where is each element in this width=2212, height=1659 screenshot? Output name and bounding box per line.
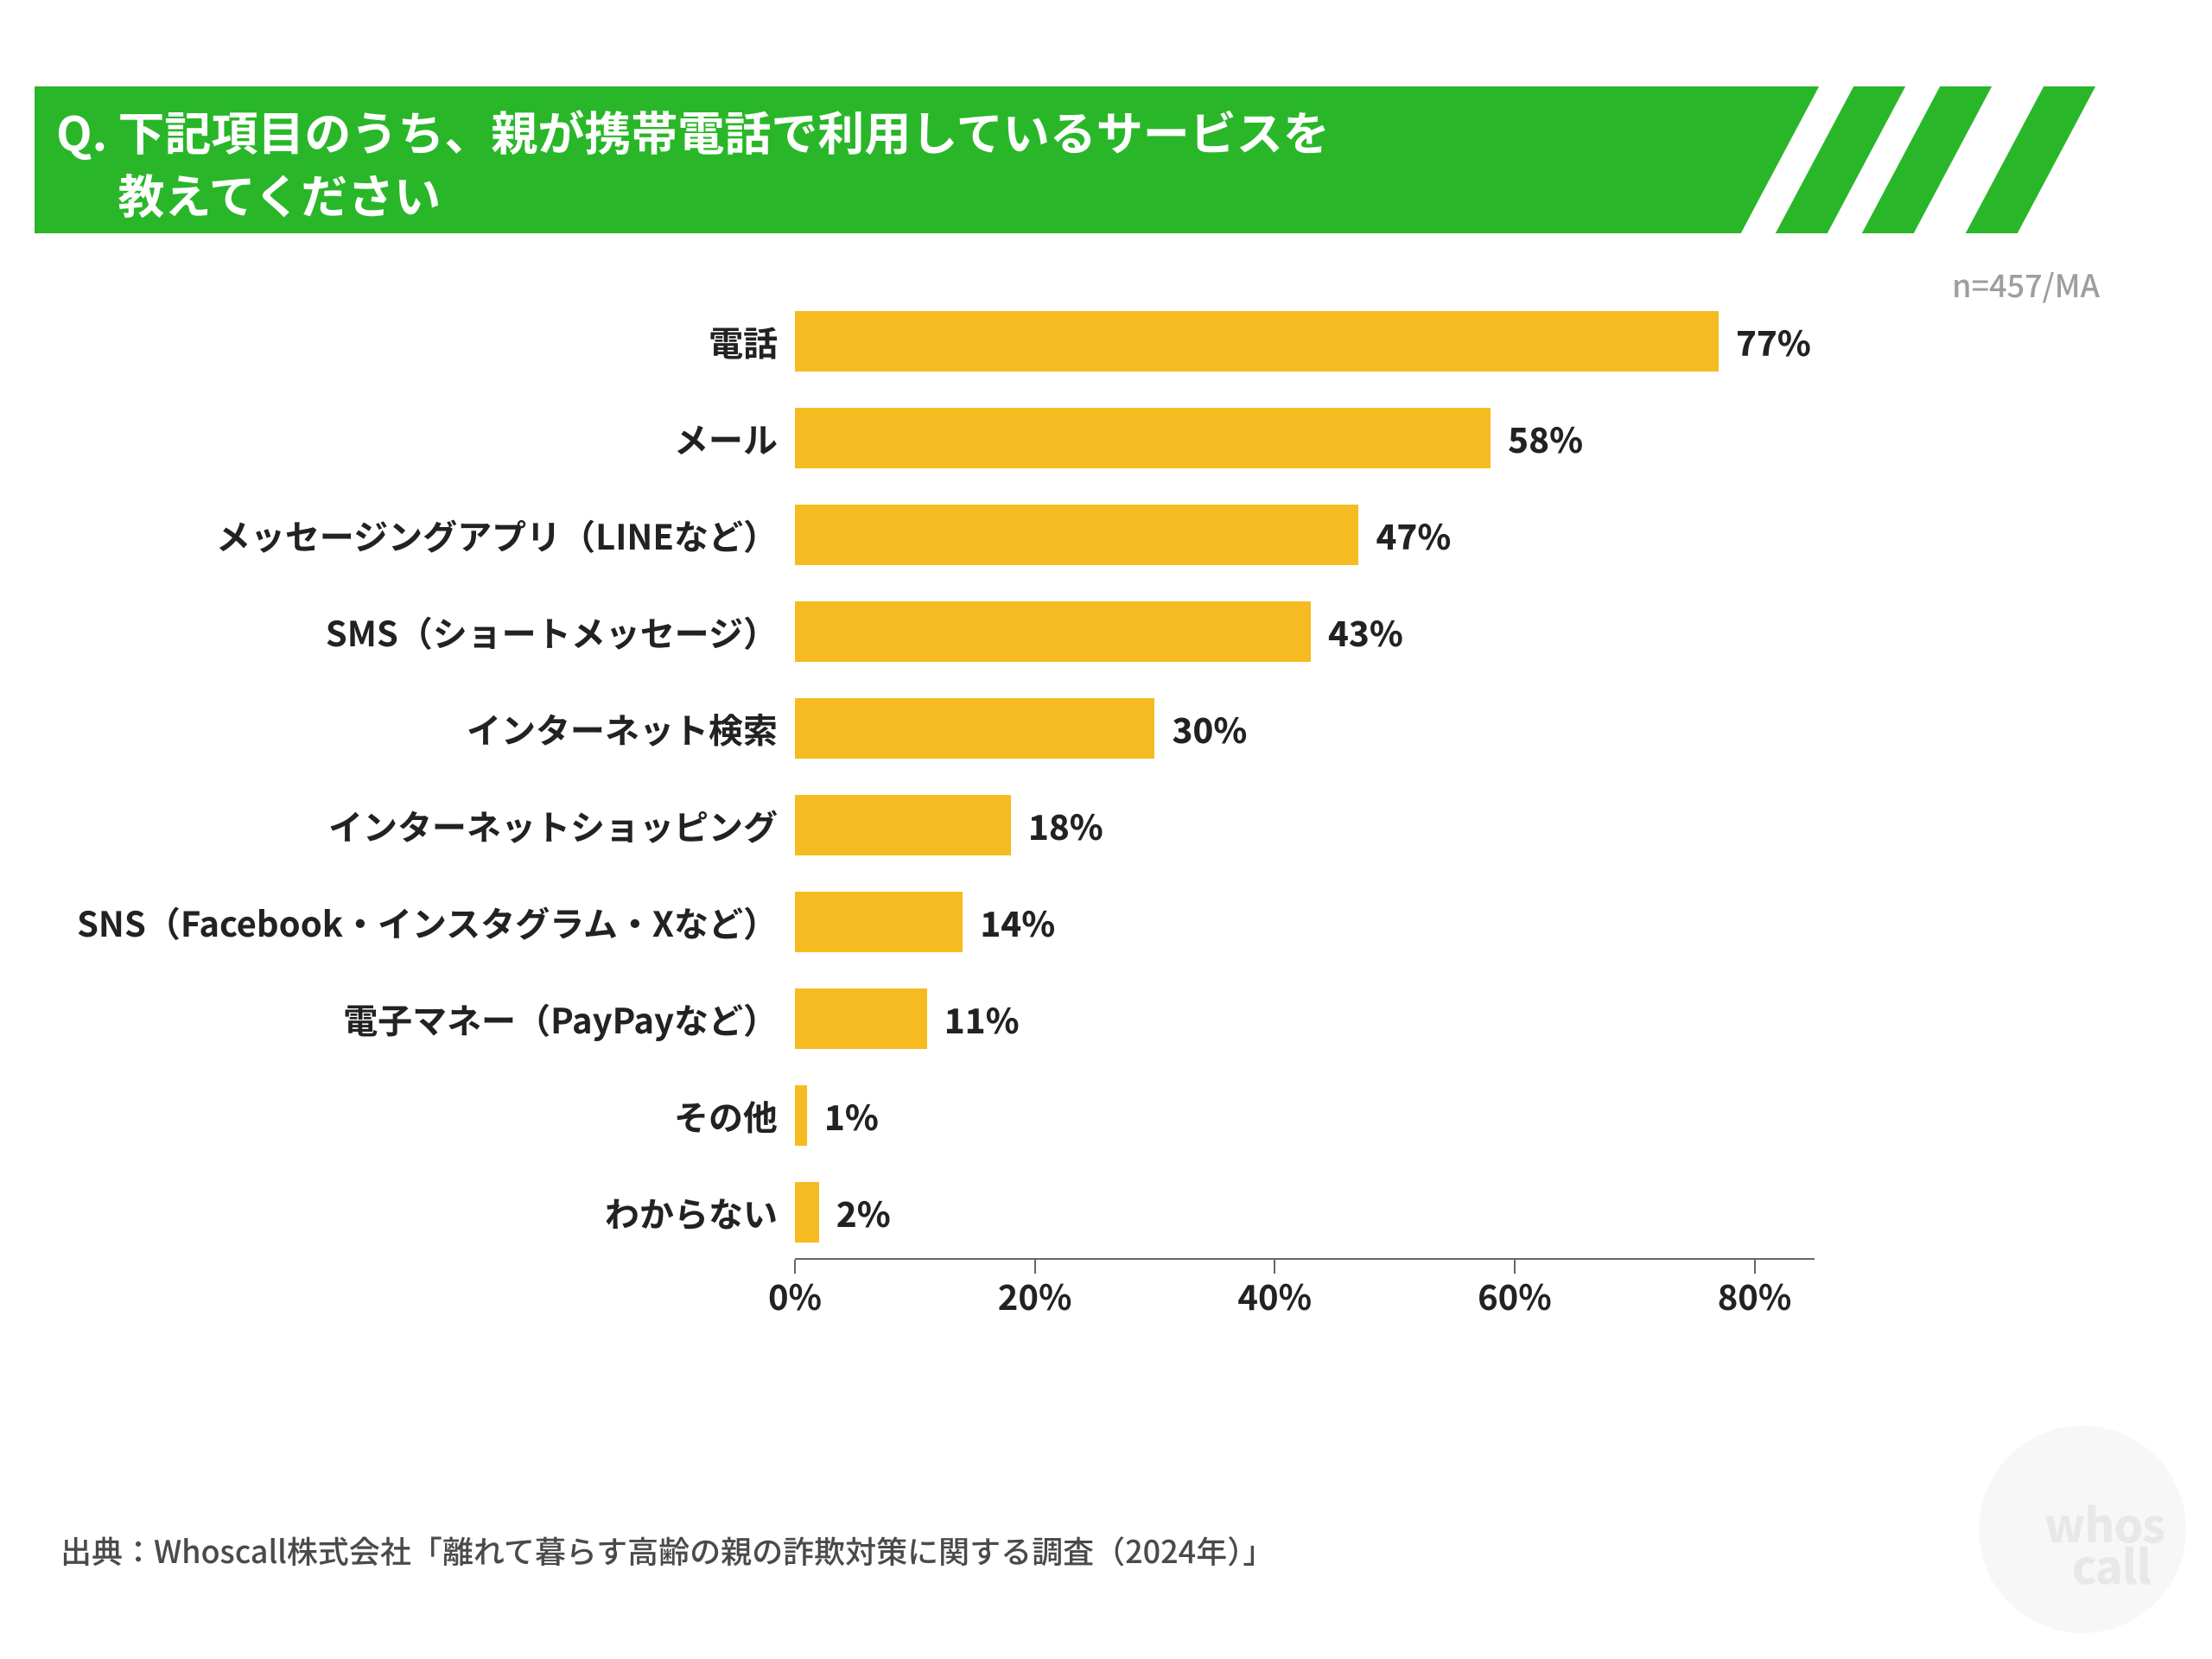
category-label: SNS（Facebook・インスタグラム・Xなど） [77, 897, 778, 947]
bar [795, 795, 1011, 855]
category-label: SMS（ショートメッセージ） [326, 607, 778, 657]
x-tick-label: 40% [1237, 1270, 1312, 1320]
bar [795, 1182, 819, 1243]
x-axis [795, 1258, 1815, 1260]
value-label: 30% [1172, 703, 1247, 753]
category-label: わからない [605, 1187, 778, 1237]
chart-row: メッセージングアプリ（LINEなど） 47% [52, 505, 1884, 565]
bar [795, 505, 1358, 565]
chart-row: インターネットショッピング 18% [52, 795, 1884, 855]
slide: Q. 下記項目のうち、親が携帯電話で利用しているサービスを Q. 教えてください… [0, 0, 2212, 1659]
chart-row: メール 58% [52, 408, 1884, 468]
value-label: 18% [1028, 800, 1103, 850]
sample-size-note: n=457/MA [1952, 262, 2100, 307]
category-label: インターネットショッピング [328, 800, 778, 850]
watermark-text: whos call [2044, 1502, 2164, 1586]
x-tick-label: 80% [1718, 1270, 1792, 1320]
bar [795, 698, 1154, 759]
question-line2: 教えてください [118, 159, 441, 227]
question-title: Q. 下記項目のうち、親が携帯電話で利用しているサービスを Q. 教えてください [56, 99, 1330, 226]
value-label: 14% [980, 897, 1055, 947]
chart-row: SNS（Facebook・インスタグラム・Xなど） 14% [52, 892, 1884, 952]
value-label: 11% [944, 994, 1020, 1044]
x-tick-label: 60% [1478, 1270, 1552, 1320]
bar [795, 408, 1491, 468]
chart-row: 電話 77% [52, 311, 1884, 372]
value-label: 1% [824, 1090, 879, 1141]
chart-row: 電子マネー（PayPayなど） 11% [52, 988, 1884, 1049]
question-line1: 下記項目のうち、親が携帯電話で利用しているサービスを [118, 96, 1329, 164]
category-label: メッセージングアプリ（LINEなど） [216, 510, 778, 560]
chart-row: その他 1% [52, 1085, 1884, 1146]
chart-row: SMS（ショートメッセージ） 43% [52, 601, 1884, 662]
bar [795, 988, 927, 1049]
x-tick-label: 0% [768, 1270, 822, 1320]
bar [795, 892, 963, 952]
bar-chart: 0% 20% 40% 60% 80% 電話 77% メール 58% メッセージングアプリ（LIN… [52, 311, 1884, 1391]
chart-row: インターネット検索 30% [52, 698, 1884, 759]
source-citation: 出典：Whoscall株式会社「離れて暮らす高齢の親の詐欺対策に関する調査（20… [60, 1528, 1274, 1573]
value-label: 47% [1376, 510, 1451, 560]
question-prefix: Q. [56, 96, 107, 164]
bar [795, 311, 1719, 372]
x-tick-label: 20% [998, 1270, 1072, 1320]
chart-row: わからない 2% [52, 1182, 1884, 1243]
value-label: 58% [1508, 413, 1583, 463]
value-label: 43% [1328, 607, 1403, 657]
value-label: 77% [1736, 316, 1811, 366]
value-label: 2% [836, 1187, 891, 1237]
category-label: メール [674, 413, 778, 463]
category-label: インターネット検索 [467, 703, 778, 753]
category-label: 電子マネー（PayPayなど） [343, 994, 778, 1044]
category-label: 電話 [709, 316, 778, 366]
bar [795, 1085, 807, 1146]
category-label: その他 [674, 1090, 778, 1141]
bar [795, 601, 1311, 662]
